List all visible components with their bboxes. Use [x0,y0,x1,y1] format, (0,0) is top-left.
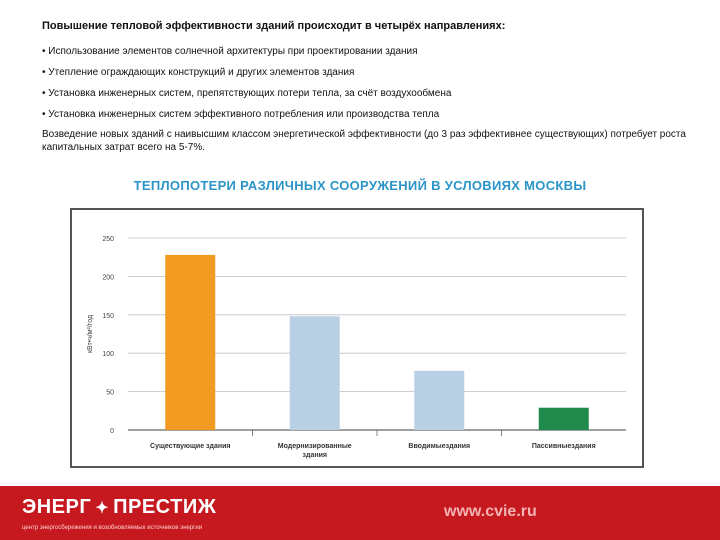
paragraph: Возведение новых зданий с наивысшим клас… [42,129,686,153]
logo-text-left: ЭНЕРГ [22,496,92,518]
logo: ЭНЕРГ ✦ ПРЕСТИЖ [22,496,216,519]
bar [538,407,589,430]
y-tick-label: 200 [102,274,114,281]
bullet-item: • Утепление ограждающих конструкций и др… [42,67,355,78]
footer-banner: ЭНЕРГ ✦ ПРЕСТИЖ центр энергосбережения и в… [0,486,720,540]
compass-star-icon: ✦ [95,500,110,517]
bullet-item: • Установка инженерных систем эффективно… [42,109,440,120]
website-link[interactable]: www.cvie.ru [444,503,537,520]
chart-title: ТЕПЛОПОТЕРИ РАЗЛИЧНЫХ СООРУЖЕНИЙ В УСЛОВ… [133,178,587,193]
bullet-item: • Использование элементов солнечной архи… [42,46,418,57]
y-tick-label: 250 [102,236,114,243]
y-tick-label: 0 [110,428,114,435]
heading: Повышение тепловой эффективности зданий … [42,20,506,32]
bullet-item: • Установка инженерных систем, препятств… [42,88,452,99]
x-tick-label: Пассивныездания [532,443,596,450]
bar-chart: 0 50 100 150 200 250 кВт•ч/м²/год Существующие … [70,208,644,468]
y-tick-label: 150 [102,313,114,320]
bar [414,370,465,430]
y-tick-label: 100 [102,351,114,358]
y-tick-label: 50 [106,390,114,397]
x-tick-label: Существующие здания [150,443,230,450]
logo-text-right: ПРЕСТИЖ [113,496,217,518]
text-block: Повышение тепловой эффективности зданий … [42,14,692,154]
tagline: центр энергосбережения и возобновляемых … [22,525,203,531]
x-tick-label: Модернизированные здания [278,443,352,459]
y-axis-label: кВт•ч/м²/год [87,315,94,353]
bar [289,316,340,430]
bar [165,254,216,430]
x-tick-label: Вводимыездания [408,443,470,450]
